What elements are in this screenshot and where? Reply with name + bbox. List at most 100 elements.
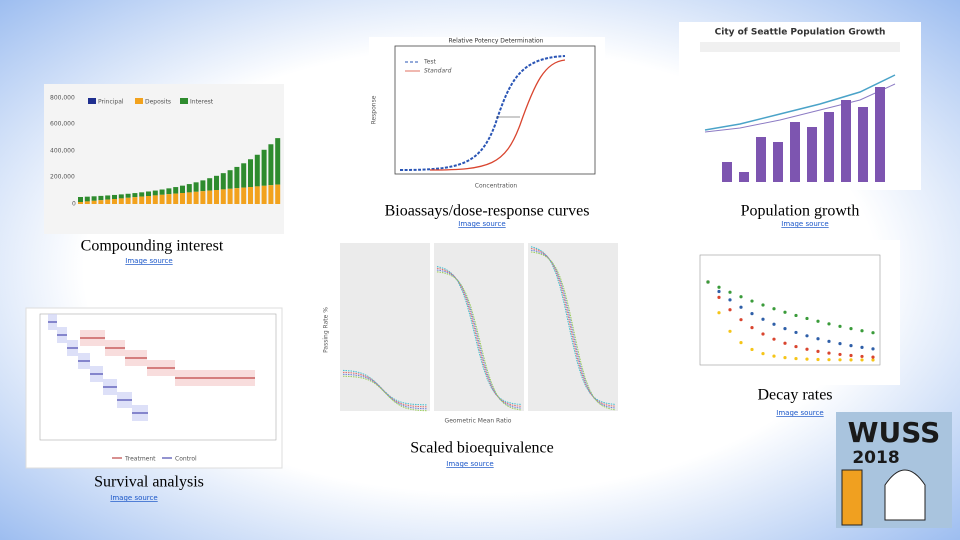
thumb-dot: [860, 354, 864, 359]
thumb-bar: [166, 194, 172, 204]
plot-frame: [699, 254, 881, 366]
thumb-dot: [827, 351, 831, 355]
survival-chart: Treatment Control: [25, 307, 283, 469]
thumb-dot: [794, 330, 798, 335]
thumb-dot: [860, 345, 864, 349]
wuss-logo: WUSS 2018: [836, 412, 952, 528]
dose-response-chart: Relative Potency Determination Test Stan…: [369, 37, 605, 190]
thumb-bar: [78, 202, 83, 204]
thumb-dot: [728, 298, 732, 302]
thumb-dot: [772, 337, 776, 341]
thumb-bar: [790, 122, 800, 182]
x-axis-label: Concentration: [475, 183, 518, 190]
thumb-dot: [717, 285, 721, 289]
caption: Survival analysis: [94, 474, 204, 491]
thumb-dot: [871, 355, 875, 359]
thumb-bar: [146, 191, 151, 196]
thumb-dot: [783, 341, 787, 345]
thumb-bar: [180, 185, 185, 193]
thumb-bar: [275, 138, 281, 185]
thumb-dot: [849, 327, 853, 331]
thumb-bar: [254, 186, 260, 204]
thumb-bar: [234, 188, 240, 204]
plot-frame: [39, 313, 277, 441]
thumb-dot: [871, 331, 875, 335]
image-frame: [676, 240, 900, 385]
thumb-bar: [139, 192, 145, 197]
thumb-bar: [91, 196, 97, 201]
legend-label: Principal: [98, 99, 124, 106]
population-chart: City of Seattle Population Growth: [679, 22, 921, 190]
legend-label: Treatment: [124, 456, 156, 463]
figure-title: City of Seattle Population Growth: [715, 28, 886, 38]
thumb-dot: [827, 322, 831, 326]
axis-label: 400,000: [50, 148, 75, 155]
legend-label: Standard: [424, 68, 452, 75]
thumb-dot: [838, 358, 842, 362]
thumb-bar: [112, 194, 117, 199]
axis-label: 0: [72, 201, 76, 208]
thumb-dot: [772, 354, 776, 358]
thumb-bar: [118, 194, 124, 199]
image-source-link[interactable]: Image source: [776, 409, 823, 417]
thumb-dot: [728, 308, 732, 312]
thumb-bar: [214, 190, 219, 204]
legend-swatch: [88, 98, 96, 104]
axis-label: 600,000: [50, 121, 75, 128]
thumb-panel: [340, 243, 430, 411]
x-axis-label: Geometric Mean Ratio: [445, 418, 512, 425]
figure-title: Relative Potency Determination: [449, 38, 544, 45]
thumb-bar: [173, 187, 179, 194]
plot-frame: [394, 45, 596, 175]
thumb-dot: [717, 289, 721, 294]
logo-tower: [841, 469, 863, 526]
thumb-bar: [739, 172, 749, 182]
thumb-bar: [159, 189, 165, 195]
thumb-bar: [275, 184, 281, 204]
thumb-dot: [750, 347, 754, 352]
image-source-link[interactable]: Image source: [781, 220, 828, 228]
thumb-dot: [849, 353, 853, 358]
thumb-dot: [761, 317, 765, 321]
thumb-bar: [214, 175, 219, 190]
thumb-dot: [739, 305, 743, 309]
thumb-dot: [750, 326, 754, 330]
legend-label: Interest: [190, 99, 214, 106]
image-source-link[interactable]: Image source: [110, 494, 157, 502]
legend-swatch: [135, 98, 143, 104]
thumb-dot: [750, 312, 754, 316]
thumb-curve: [342, 371, 428, 408]
legend-box: [700, 42, 900, 52]
thumb-bar: [84, 201, 90, 204]
thumb-curve: [530, 251, 616, 411]
thumb-bar: [841, 100, 851, 182]
thumb-dot: [849, 358, 853, 362]
legend-label: Test: [423, 59, 436, 66]
thumb-curve: [436, 267, 522, 407]
thumb-curve: [342, 373, 428, 410]
thumb-dot: [717, 311, 721, 315]
standard-curve: [429, 59, 566, 171]
thumb-dot: [860, 358, 864, 362]
thumb-bar: [186, 192, 192, 204]
thumb-dot: [761, 303, 765, 307]
test-curve: [399, 55, 566, 171]
axis-label: 200,000: [50, 174, 75, 181]
thumb-bar: [146, 196, 151, 204]
y-axis-label: Passing Rate %: [323, 307, 330, 353]
thumb-dot: [816, 357, 820, 362]
image-source-link[interactable]: Image source: [446, 460, 493, 468]
thumb-dot: [739, 318, 743, 322]
thumb-dot: [706, 280, 710, 284]
image-source-link[interactable]: Image source: [458, 220, 505, 228]
thumb-dot: [783, 327, 787, 331]
thumb-dot: [728, 329, 732, 333]
thumb-dot: [772, 322, 776, 326]
y-axis-label: Response: [371, 95, 378, 124]
thumb-bar: [166, 188, 172, 195]
thumb-dot: [794, 344, 798, 349]
image-source-link[interactable]: Image source: [125, 257, 172, 265]
thumb-dot: [717, 295, 721, 300]
thumb-bar: [98, 200, 104, 204]
